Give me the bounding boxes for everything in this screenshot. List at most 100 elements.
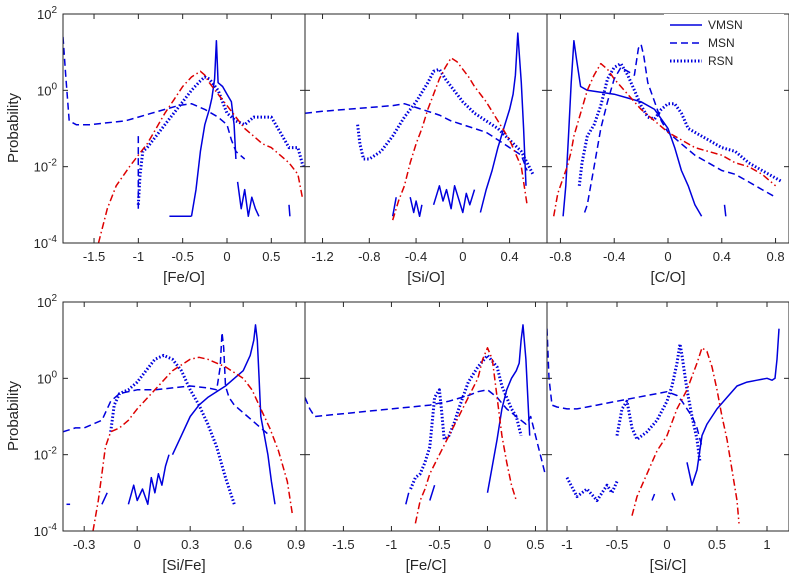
- series-msn-line: [305, 389, 546, 474]
- x-tick-label: -0.8: [358, 249, 380, 264]
- x-tick-label: -0.4: [405, 249, 427, 264]
- x-tick-label: 0.4: [713, 249, 731, 264]
- x-tick-label: 0: [223, 249, 230, 264]
- series-vmsn-line: [190, 39, 237, 217]
- series-vmsn-line: [391, 197, 397, 217]
- series-vmsn-line: [288, 204, 291, 217]
- x-tick-label: 0: [459, 249, 466, 264]
- panel-1-xlabel: [Fe/O]: [163, 269, 205, 286]
- x-tick-label: -1.5: [83, 249, 105, 264]
- x-tick-label: 0.4: [501, 249, 519, 264]
- x-tick-label: -0.5: [171, 249, 193, 264]
- panel-1: -1.5 -1 -0.5 0 0.5 [Fe/O] 10-4 10-2 100 102: [34, 5, 306, 286]
- panel-5: -1.5 -1 -0.5 0 0.5 [Fe/C]: [304, 301, 548, 574]
- series-vmsn-line: [236, 181, 260, 218]
- series-msn-line: [63, 36, 246, 160]
- x-tick-label: 0: [664, 249, 671, 264]
- x-tick-label: 1: [763, 537, 770, 552]
- ylabel-bottom: Probability: [5, 380, 22, 451]
- series-red-line: [391, 57, 528, 221]
- series-vmsn-line: [429, 484, 436, 501]
- series-vmsn-line: [486, 324, 531, 493]
- y-tick-label: 100: [37, 81, 57, 98]
- series-vmsn-line: [562, 39, 703, 217]
- series-msn-line: [305, 102, 528, 171]
- x-tick-label: -0.5: [606, 537, 628, 552]
- series-msn-line: [583, 43, 776, 213]
- y-tick-label: 10-4: [34, 234, 58, 251]
- x-tick-label: -0.5: [428, 537, 450, 552]
- series-rsn-line: [565, 476, 619, 502]
- x-tick-label: 0: [134, 537, 141, 552]
- panel-5-frame: [304, 301, 548, 532]
- panel-5-series: [305, 324, 546, 524]
- panel-1-frame: [62, 13, 306, 244]
- x-tick-label: 0.5: [526, 537, 544, 552]
- x-tick-label: -1: [133, 249, 145, 264]
- series-rsn-line: [409, 353, 523, 490]
- y-tick-label: 10-4: [34, 522, 58, 539]
- x-tick-label: -1.2: [311, 249, 333, 264]
- panel-6: -1 -0.5 0 0.5 1 [Si/C]: [546, 301, 789, 574]
- x-tick-label: 0.8: [767, 249, 785, 264]
- series-rsn-line: [615, 342, 702, 463]
- x-tick-label: 0.3: [181, 537, 199, 552]
- series-vmsn-line: [671, 492, 676, 501]
- panel-5-xlabel: [Fe/C]: [406, 557, 447, 574]
- x-tick-label: 0.5: [262, 249, 280, 264]
- legend-label-rsn: RSN: [708, 54, 733, 68]
- series-vmsn-line: [409, 197, 423, 218]
- series-red-line: [92, 356, 294, 531]
- x-tick-label: -1.5: [332, 537, 354, 552]
- x-tick-label: -0.8: [549, 249, 571, 264]
- y-tick-label: 102: [37, 5, 57, 22]
- x-tick-label: 0: [663, 537, 670, 552]
- panel-2-frame: [304, 13, 548, 244]
- series-vmsn-line: [686, 328, 780, 486]
- panel-4-series: [63, 324, 294, 531]
- series-vmsn-line: [405, 492, 410, 505]
- panel-6-frame: [546, 301, 789, 532]
- legend: VMSN MSN RSN: [664, 14, 784, 72]
- series-rsn-line: [136, 75, 305, 205]
- panel-2-series: [305, 32, 535, 221]
- x-tick-label: 0: [484, 537, 491, 552]
- legend-label-vmsn: VMSN: [708, 18, 743, 32]
- series-red-line: [414, 347, 518, 524]
- panel-2-xlabel: [Si/O]: [407, 269, 445, 286]
- y-tick-label: 100: [37, 369, 57, 386]
- panel-6-xlabel: [Si/C]: [650, 557, 687, 574]
- series-red-line: [97, 70, 304, 243]
- x-tick-label: -1: [386, 537, 398, 552]
- x-tick-label: -0.3: [73, 537, 95, 552]
- x-tick-label: 0.9: [287, 537, 305, 552]
- legend-label-msn: MSN: [708, 36, 735, 50]
- series-rsn-line: [577, 62, 784, 186]
- panel-4: -0.3 0 0.3 0.6 0.9 [Si/Fe] 10-4 10-2 100 102: [34, 293, 306, 574]
- y-tick-label: 102: [37, 293, 57, 310]
- panel-2: -1.2 -0.8 -0.4 0 0.4 [Si/O]: [304, 13, 548, 286]
- x-tick-label: -0.4: [603, 249, 625, 264]
- x-tick-label: 0.5: [708, 537, 726, 552]
- series-vmsn-line: [432, 185, 476, 214]
- panel-3-xlabel: [C/O]: [650, 269, 685, 286]
- series-msn-line: [651, 492, 656, 501]
- y-tick-label: 10-2: [34, 158, 58, 175]
- panel-6-series: [547, 328, 780, 524]
- series-vmsn-line: [171, 324, 276, 505]
- series-vmsn-line: [479, 32, 527, 213]
- series-rsn-line: [109, 353, 236, 505]
- x-tick-label: 0.6: [234, 537, 252, 552]
- panel-1-series: [63, 36, 305, 243]
- ylabel-top: Probability: [5, 92, 22, 163]
- y-tick-label: 10-2: [34, 446, 58, 463]
- series-vmsn-line: [723, 204, 727, 217]
- panel-3-series: [552, 39, 784, 217]
- x-tick-label: -1: [561, 537, 573, 552]
- series-rsn-line: [356, 67, 535, 175]
- series-red-line: [631, 347, 740, 524]
- series-msn-line: [63, 331, 271, 437]
- series-msn-line: [547, 328, 703, 448]
